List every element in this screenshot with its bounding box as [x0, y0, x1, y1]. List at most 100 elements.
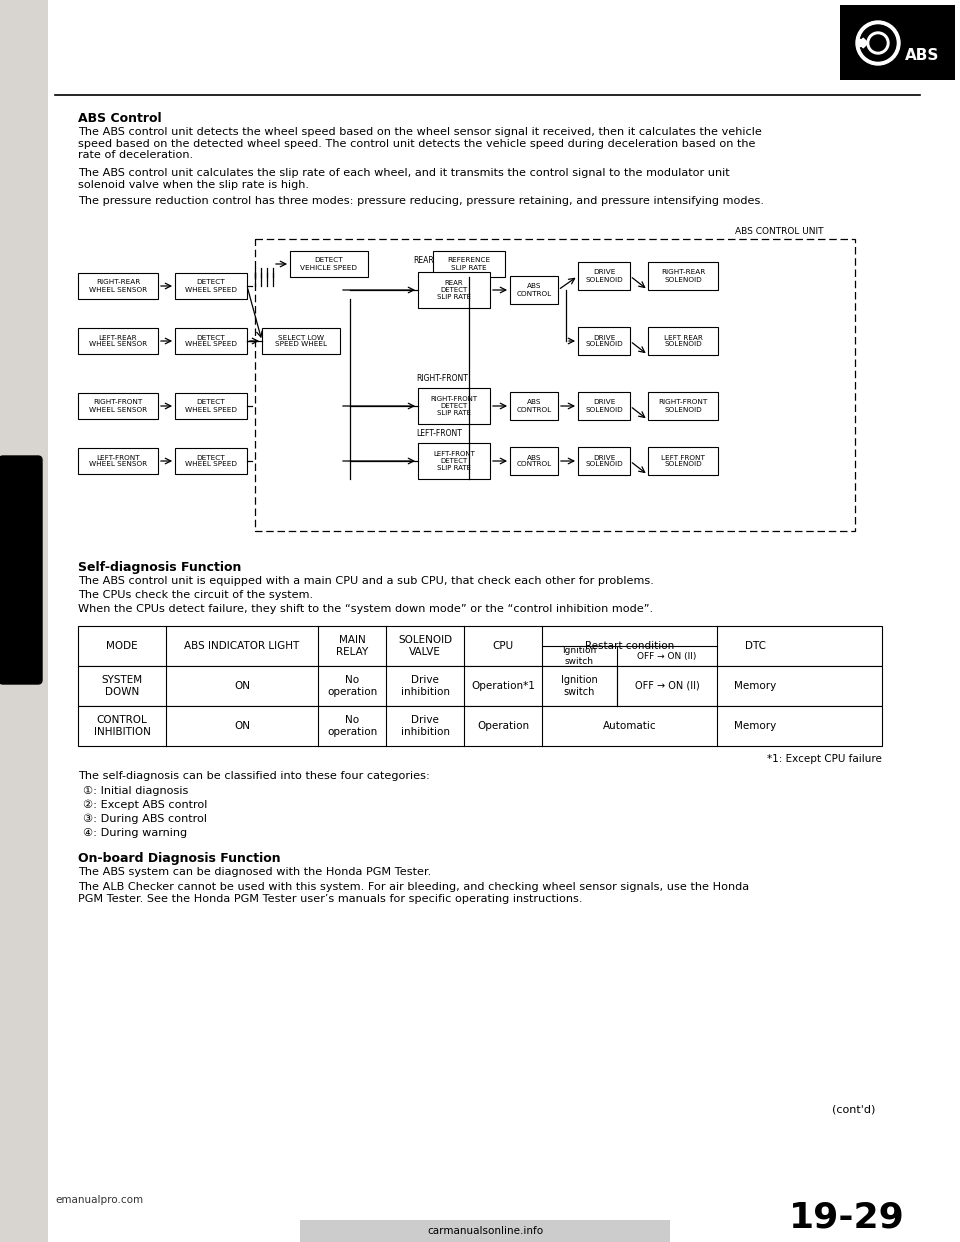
Text: The ABS control unit detects the wheel speed based on the wheel sensor signal it: The ABS control unit detects the wheel s… — [78, 127, 762, 160]
Bar — [840, 5, 955, 79]
Bar — [648, 262, 718, 289]
Text: LEFT-FRONT: LEFT-FRONT — [416, 428, 462, 438]
Circle shape — [856, 21, 900, 65]
Bar — [0, 0, 48, 1242]
Text: DETECT
VEHICLE SPEED: DETECT VEHICLE SPEED — [300, 257, 357, 271]
Text: SOLENOID
VALVE: SOLENOID VALVE — [398, 635, 452, 657]
Text: The pressure reduction control has three modes: pressure reducing, pressure reta: The pressure reduction control has three… — [78, 196, 764, 206]
Bar — [648, 327, 718, 355]
Bar — [648, 447, 718, 474]
Text: SELECT LOW
SPEED WHEEL: SELECT LOW SPEED WHEEL — [275, 334, 327, 348]
Text: ABS
CONTROL: ABS CONTROL — [516, 455, 552, 467]
Text: ABS
CONTROL: ABS CONTROL — [516, 283, 552, 297]
Text: RIGHT-FRONT
WHEEL SENSOR: RIGHT-FRONT WHEEL SENSOR — [89, 400, 147, 412]
Text: ABS
CONTROL: ABS CONTROL — [516, 400, 552, 412]
Text: SYSTEM
DOWN: SYSTEM DOWN — [102, 676, 143, 697]
Bar — [510, 276, 558, 304]
Text: The ABS control unit is equipped with a main CPU and a sub CPU, that check each : The ABS control unit is equipped with a … — [78, 576, 654, 586]
Bar — [262, 328, 340, 354]
Text: CPU: CPU — [492, 641, 514, 651]
Text: The self-diagnosis can be classified into these four categories:: The self-diagnosis can be classified int… — [78, 771, 430, 781]
Bar — [418, 388, 490, 424]
Bar — [648, 392, 718, 420]
Bar — [300, 1220, 670, 1242]
Text: ON: ON — [234, 681, 250, 691]
Text: Memory: Memory — [734, 722, 777, 732]
Circle shape — [860, 25, 896, 61]
Text: RIGHT-REAR
SOLENOID: RIGHT-REAR SOLENOID — [660, 270, 706, 282]
Text: DETECT
WHEEL SPEED: DETECT WHEEL SPEED — [185, 279, 237, 293]
Text: DRIVE
SOLENOID: DRIVE SOLENOID — [586, 334, 623, 348]
Text: DETECT
WHEEL SPEED: DETECT WHEEL SPEED — [185, 334, 237, 348]
Text: ①: Initial diagnosis: ①: Initial diagnosis — [83, 786, 188, 796]
Bar — [290, 251, 368, 277]
Text: OFF → ON (II): OFF → ON (II) — [635, 681, 700, 691]
Text: DTC: DTC — [745, 641, 766, 651]
FancyBboxPatch shape — [0, 456, 42, 684]
Text: ABS CONTROL UNIT: ABS CONTROL UNIT — [735, 227, 824, 236]
Bar — [578, 447, 630, 474]
Text: ON: ON — [234, 722, 250, 732]
Text: ABS INDICATOR LIGHT: ABS INDICATOR LIGHT — [184, 641, 300, 651]
Text: LEFT-REAR
WHEEL SENSOR: LEFT-REAR WHEEL SENSOR — [89, 334, 147, 348]
Text: DETECT
WHEEL SPEED: DETECT WHEEL SPEED — [185, 455, 237, 467]
Text: ABS: ABS — [905, 47, 940, 62]
Text: Memory: Memory — [734, 681, 777, 691]
Text: When the CPUs detect failure, they shift to the “system down mode” or the “contr: When the CPUs detect failure, they shift… — [78, 604, 653, 614]
Text: LEFT FRONT
SOLENOID: LEFT FRONT SOLENOID — [661, 455, 705, 467]
Bar — [78, 705, 882, 746]
Text: ②: Except ABS control: ②: Except ABS control — [83, 800, 207, 810]
Text: RIGHT-FRONT
DETECT
SLIP RATE: RIGHT-FRONT DETECT SLIP RATE — [430, 396, 477, 416]
Text: Drive
inhibition: Drive inhibition — [400, 676, 449, 697]
Circle shape — [870, 35, 886, 51]
Text: REFERENCE
SLIP RATE: REFERENCE SLIP RATE — [447, 257, 491, 271]
Text: RIGHT-FRONT
SOLENOID: RIGHT-FRONT SOLENOID — [659, 400, 708, 412]
Bar — [78, 273, 158, 299]
Text: The ALB Checker cannot be used with this system. For air bleeding, and checking : The ALB Checker cannot be used with this… — [78, 883, 749, 904]
Bar — [78, 392, 158, 419]
Text: On-board Diagnosis Function: On-board Diagnosis Function — [78, 852, 280, 864]
Bar — [78, 626, 882, 666]
Bar — [578, 392, 630, 420]
Text: Automatic: Automatic — [603, 722, 657, 732]
Text: CONTROL
INHIBITION: CONTROL INHIBITION — [93, 715, 151, 737]
Text: MODE: MODE — [107, 641, 138, 651]
Text: LEFT-FRONT
WHEEL SENSOR: LEFT-FRONT WHEEL SENSOR — [89, 455, 147, 467]
Bar — [510, 447, 558, 474]
Text: RIGHT-REAR
WHEEL SENSOR: RIGHT-REAR WHEEL SENSOR — [89, 279, 147, 293]
Text: LEFT-FRONT
DETECT
SLIP RATE: LEFT-FRONT DETECT SLIP RATE — [433, 451, 475, 471]
Text: DRIVE
SOLENOID: DRIVE SOLENOID — [586, 400, 623, 412]
Text: ④: During warning: ④: During warning — [83, 828, 187, 838]
Text: ABS Control: ABS Control — [78, 112, 161, 125]
Text: LEFT REAR
SOLENOID: LEFT REAR SOLENOID — [663, 334, 703, 348]
Bar — [78, 448, 158, 474]
Text: 19-29: 19-29 — [789, 1200, 905, 1235]
Text: OFF → ON (II): OFF → ON (II) — [637, 652, 697, 661]
Text: The ABS control unit calculates the slip rate of each wheel, and it transmits th: The ABS control unit calculates the slip… — [78, 169, 730, 190]
Text: MAIN
RELAY: MAIN RELAY — [336, 635, 368, 657]
Text: REAR
DETECT
SLIP RATE: REAR DETECT SLIP RATE — [437, 279, 471, 301]
Bar — [433, 251, 505, 277]
Text: The CPUs check the circuit of the system.: The CPUs check the circuit of the system… — [78, 590, 313, 600]
Text: Ignition
switch: Ignition switch — [563, 646, 596, 666]
Bar — [578, 262, 630, 289]
Text: Operation: Operation — [477, 722, 529, 732]
Text: Drive
inhibition: Drive inhibition — [400, 715, 449, 737]
Text: (cont'd): (cont'd) — [831, 1105, 875, 1115]
Text: RIGHT-FRONT: RIGHT-FRONT — [416, 374, 468, 383]
Text: Ignition
switch: Ignition switch — [562, 676, 598, 697]
Text: REAR: REAR — [413, 256, 434, 265]
Bar — [175, 273, 247, 299]
Text: The ABS system can be diagnosed with the Honda PGM Tester.: The ABS system can be diagnosed with the… — [78, 867, 431, 877]
Bar — [175, 328, 247, 354]
Text: *1: Except CPU failure: *1: Except CPU failure — [767, 754, 882, 764]
Text: emanualpro.com: emanualpro.com — [55, 1195, 143, 1205]
Text: DETECT
WHEEL SPEED: DETECT WHEEL SPEED — [185, 400, 237, 412]
Text: No
operation: No operation — [326, 676, 377, 697]
Bar — [78, 328, 158, 354]
Text: carmanualsonline.info: carmanualsonline.info — [427, 1226, 543, 1236]
Text: Self-diagnosis Function: Self-diagnosis Function — [78, 561, 241, 574]
Text: ③: During ABS control: ③: During ABS control — [83, 814, 207, 825]
Bar — [255, 238, 855, 532]
Text: No
operation: No operation — [326, 715, 377, 737]
